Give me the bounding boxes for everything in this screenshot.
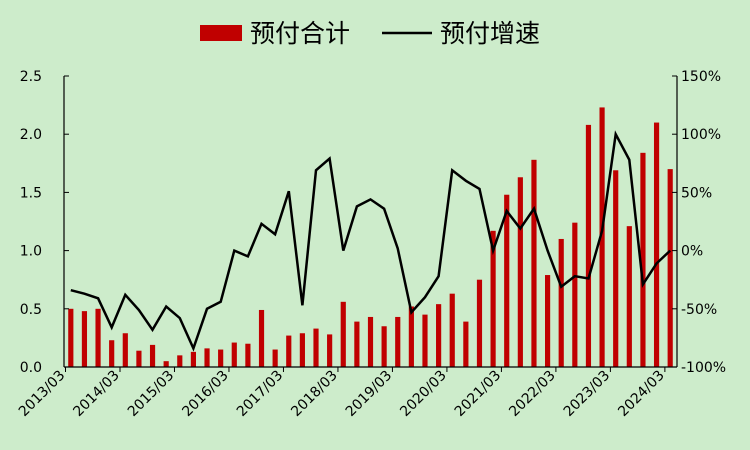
- left-tick-label: 0.0: [20, 360, 42, 376]
- x-axis-ticks: 2013/03 2014/03 2015/03 2016/03 2017/03 2018/…: [16, 367, 668, 420]
- bar: [286, 335, 292, 367]
- bar: [299, 333, 305, 367]
- bar: [313, 328, 319, 367]
- bar-series: [68, 107, 673, 367]
- bar: [272, 349, 278, 367]
- right-tick-label: 100%: [681, 127, 721, 143]
- bar: [585, 124, 592, 367]
- bar: [517, 177, 523, 367]
- bar: [81, 311, 88, 367]
- bar: [149, 344, 156, 367]
- right-tick-label: 150%: [681, 69, 721, 85]
- left-tick-label: 2.5: [20, 69, 42, 85]
- legend-bar-swatch: [200, 25, 242, 41]
- bar: [245, 343, 251, 367]
- right-tick-label: 50%: [681, 185, 712, 201]
- bar: [258, 309, 265, 367]
- bar: [558, 238, 564, 367]
- x-tick-label: 2014/03: [70, 368, 122, 420]
- bar: [545, 275, 551, 367]
- bar: [367, 316, 374, 367]
- right-tick-label: -50%: [681, 302, 717, 318]
- bar: [449, 293, 455, 367]
- bar: [476, 279, 483, 367]
- bar: [599, 107, 605, 367]
- bar: [436, 304, 442, 367]
- bar: [572, 222, 578, 367]
- bar: [218, 349, 224, 367]
- bar: [640, 152, 646, 367]
- right-axis-ticks: -100% -50% 0% 50% 100% 150%: [672, 69, 726, 376]
- legend-line-label: 预付增速: [440, 19, 540, 48]
- legend-bar-label: 预付合计: [250, 19, 350, 48]
- left-tick-label: 1.5: [20, 185, 42, 201]
- bar: [340, 301, 346, 367]
- bar: [463, 321, 469, 367]
- bar: [408, 306, 414, 367]
- bar: [490, 230, 496, 367]
- bar: [653, 122, 660, 367]
- left-tick-label: 2.0: [20, 127, 42, 143]
- bar: [95, 308, 101, 367]
- x-tick-label: 2020/03: [397, 368, 449, 420]
- bar: [626, 226, 632, 367]
- legend: 预付合计 预付增速: [200, 19, 540, 48]
- growth-line: [70, 130, 672, 352]
- bar: [422, 314, 428, 367]
- bar: [163, 361, 169, 367]
- x-tick-label: 2022/03: [506, 368, 558, 420]
- bar: [395, 316, 401, 367]
- x-tick-label: 2021/03: [452, 368, 504, 420]
- left-tick-label: 0.5: [20, 302, 42, 318]
- bar: [613, 170, 619, 367]
- bar: [109, 340, 115, 367]
- bar: [667, 169, 673, 367]
- bar: [504, 194, 510, 367]
- bar: [190, 351, 196, 367]
- bar: [177, 355, 183, 367]
- right-tick-label: 0%: [681, 244, 703, 260]
- x-tick-label: 2016/03: [179, 368, 231, 420]
- left-tick-label: 1.0: [20, 244, 42, 260]
- left-axis-ticks: 0.0 0.5 1.0 1.5 2.0 2.5: [20, 69, 69, 376]
- x-tick-label: 2023/03: [561, 368, 613, 420]
- bar: [327, 334, 333, 367]
- bar: [354, 321, 360, 367]
- bar: [381, 326, 387, 367]
- bar: [68, 308, 74, 367]
- bar: [136, 350, 142, 367]
- line-series: [70, 130, 672, 352]
- right-tick-label: -100%: [681, 360, 726, 376]
- bar: [231, 342, 237, 367]
- bar: [531, 159, 537, 367]
- x-tick-label: 2017/03: [234, 368, 286, 420]
- bar: [204, 348, 210, 367]
- x-tick-label: 2018/03: [288, 368, 340, 420]
- bar: [122, 333, 128, 367]
- x-tick-label: 2019/03: [343, 368, 395, 420]
- x-tick-label: 2015/03: [125, 368, 177, 420]
- x-tick-label: 2024/03: [615, 368, 667, 420]
